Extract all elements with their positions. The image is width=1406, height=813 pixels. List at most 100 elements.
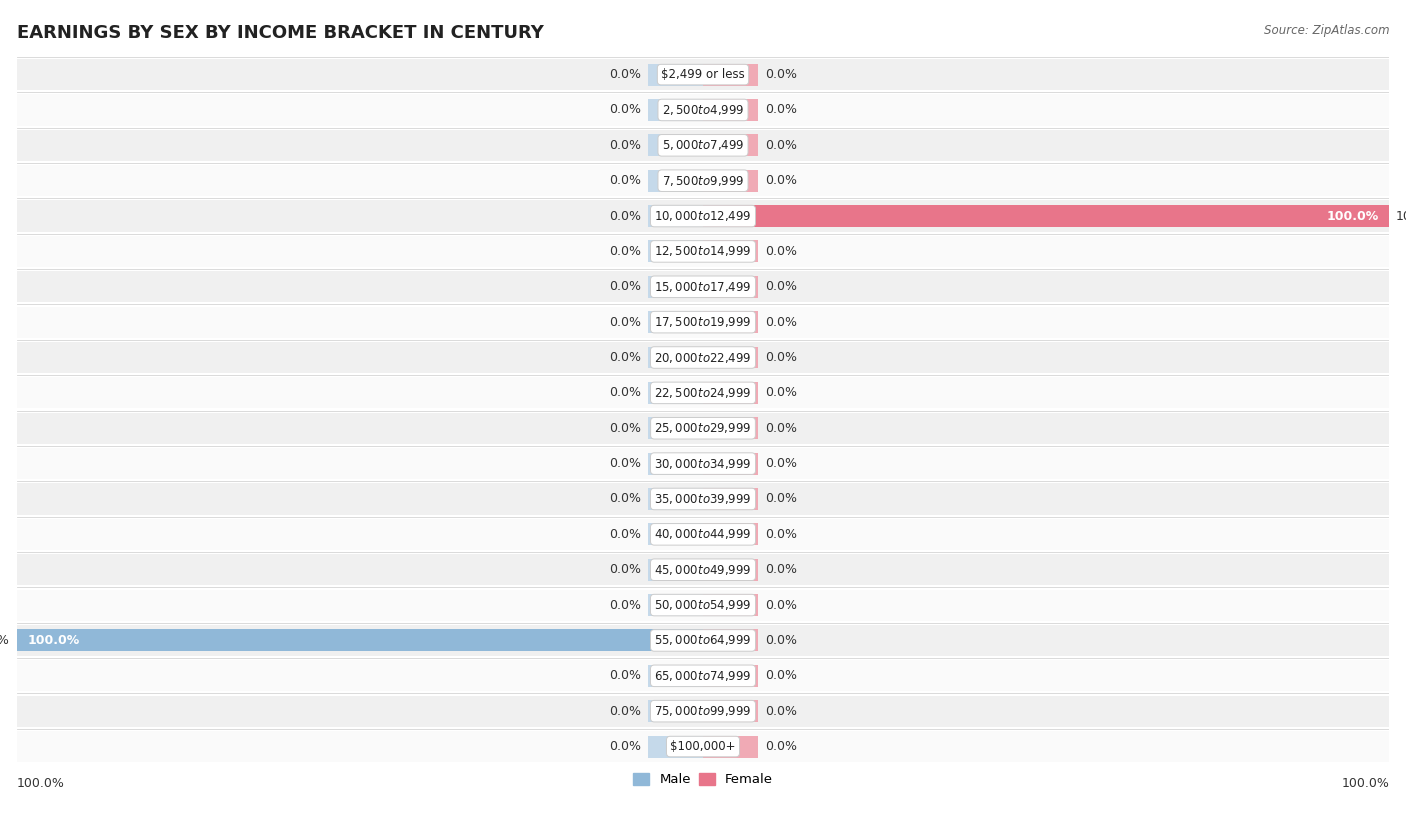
Bar [17,59,1389,90]
Text: 0.0%: 0.0% [609,103,641,116]
Text: $7,500 to $9,999: $7,500 to $9,999 [662,174,744,188]
Legend: Male, Female: Male, Female [627,767,779,792]
Bar [648,170,703,192]
Text: 0.0%: 0.0% [609,386,641,399]
Text: EARNINGS BY SEX BY INCOME BRACKET IN CENTURY: EARNINGS BY SEX BY INCOME BRACKET IN CEN… [17,24,544,42]
Text: 0.0%: 0.0% [765,245,797,258]
Text: $45,000 to $49,999: $45,000 to $49,999 [654,563,752,576]
Bar [648,665,703,687]
Text: 0.0%: 0.0% [609,68,641,81]
Text: 0.0%: 0.0% [609,139,641,152]
Bar [703,417,758,439]
Text: $17,500 to $19,999: $17,500 to $19,999 [654,315,752,329]
Text: 0.0%: 0.0% [765,634,797,647]
Bar [703,594,758,616]
Text: 0.0%: 0.0% [609,598,641,611]
Bar [703,665,758,687]
Text: 0.0%: 0.0% [765,68,797,81]
Text: 100.0%: 100.0% [1341,777,1389,790]
Text: 0.0%: 0.0% [609,315,641,328]
Bar [17,165,1389,196]
Text: 0.0%: 0.0% [609,457,641,470]
Bar [17,377,1389,408]
Text: 0.0%: 0.0% [609,563,641,576]
Text: 0.0%: 0.0% [765,280,797,293]
Bar [703,559,758,580]
Text: $55,000 to $64,999: $55,000 to $64,999 [654,633,752,647]
Text: $10,000 to $12,499: $10,000 to $12,499 [654,209,752,223]
Text: 0.0%: 0.0% [609,245,641,258]
Bar [703,63,758,85]
Text: $12,500 to $14,999: $12,500 to $14,999 [654,245,752,259]
Text: $65,000 to $74,999: $65,000 to $74,999 [654,669,752,683]
Text: $15,000 to $17,499: $15,000 to $17,499 [654,280,752,293]
Bar [703,524,758,546]
Bar [17,94,1389,125]
Text: 0.0%: 0.0% [609,174,641,187]
Text: 0.0%: 0.0% [765,315,797,328]
Text: 0.0%: 0.0% [765,493,797,506]
Bar [648,382,703,404]
Text: 0.0%: 0.0% [609,351,641,364]
Text: $35,000 to $39,999: $35,000 to $39,999 [654,492,752,506]
Text: 0.0%: 0.0% [765,457,797,470]
Text: 0.0%: 0.0% [609,493,641,506]
Text: 100.0%: 100.0% [1327,210,1379,223]
Bar [17,554,1389,585]
Bar [17,589,1389,620]
Text: 0.0%: 0.0% [765,740,797,753]
Text: $25,000 to $29,999: $25,000 to $29,999 [654,421,752,435]
Text: 100.0%: 100.0% [27,634,79,647]
Text: 100.0%: 100.0% [1396,210,1406,223]
Bar [703,311,758,333]
Bar [17,201,1389,232]
Bar [17,307,1389,337]
Bar [17,342,1389,373]
Bar [17,660,1389,691]
Text: $30,000 to $34,999: $30,000 to $34,999 [654,457,752,471]
Text: 0.0%: 0.0% [765,139,797,152]
Bar [17,629,703,651]
Text: $50,000 to $54,999: $50,000 to $54,999 [654,598,752,612]
Text: 0.0%: 0.0% [765,386,797,399]
Text: $2,500 to $4,999: $2,500 to $4,999 [662,103,744,117]
Text: $75,000 to $99,999: $75,000 to $99,999 [654,704,752,718]
Text: 0.0%: 0.0% [609,669,641,682]
Text: 0.0%: 0.0% [609,422,641,435]
Bar [703,382,758,404]
Bar [17,413,1389,444]
Bar [648,559,703,580]
Bar [17,130,1389,161]
Text: $2,499 or less: $2,499 or less [661,68,745,81]
Text: 0.0%: 0.0% [765,422,797,435]
Bar [17,484,1389,515]
Bar [648,134,703,156]
Text: 0.0%: 0.0% [765,669,797,682]
Bar [703,134,758,156]
Bar [703,736,758,758]
Bar [703,205,1389,227]
Bar [648,417,703,439]
Text: 0.0%: 0.0% [609,740,641,753]
Bar [703,170,758,192]
Text: 0.0%: 0.0% [765,705,797,718]
Bar [703,241,758,263]
Bar [703,488,758,510]
Bar [648,700,703,722]
Bar [648,311,703,333]
Bar [648,205,703,227]
Text: $5,000 to $7,499: $5,000 to $7,499 [662,138,744,152]
Bar [17,731,1389,762]
Bar [648,241,703,263]
Bar [17,519,1389,550]
Bar [703,700,758,722]
Bar [703,453,758,475]
Bar [17,696,1389,727]
Bar [17,625,1389,656]
Text: $22,500 to $24,999: $22,500 to $24,999 [654,386,752,400]
Text: 0.0%: 0.0% [609,705,641,718]
Bar [703,99,758,121]
Bar [648,63,703,85]
Bar [648,99,703,121]
Text: 0.0%: 0.0% [609,280,641,293]
